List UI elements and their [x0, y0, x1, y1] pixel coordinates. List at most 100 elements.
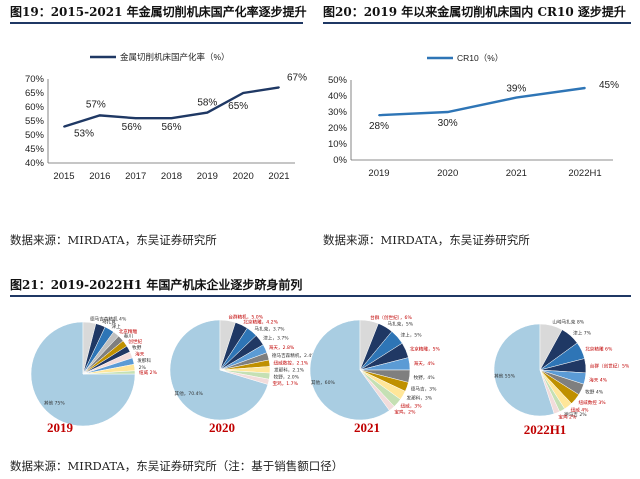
- pie-slice-label: 津上，3.7%: [263, 335, 289, 342]
- data-label: 53%: [74, 129, 94, 140]
- pie-2020: 其他，70.4% 台群精机，5.0%北京精雕，4.2%马扎克，3.7% 津上，3.7…: [169, 314, 316, 435]
- pie-slice-label: 牧野，4%: [414, 374, 436, 381]
- pie-year-label: 2021: [354, 420, 380, 435]
- pie-year-label: 2022H1: [524, 422, 567, 437]
- pie-slice: [493, 323, 555, 417]
- pie-slice-label: 台群（创世纪），6%: [370, 314, 412, 321]
- data-point: [278, 86, 280, 89]
- pie-slice-label: 海天，4%: [414, 360, 436, 367]
- y-tick-label: 0%: [333, 155, 347, 166]
- pie-slice: [219, 369, 270, 385]
- y-tick-label: 50%: [25, 130, 45, 141]
- pie-slice: [309, 319, 390, 421]
- legend-label: CR10（%）: [457, 53, 503, 63]
- pie-slice: [82, 370, 136, 375]
- pie-slice-label: 其他 75%: [44, 400, 65, 407]
- pie-slice-label: 宝鸡，2%: [394, 409, 416, 416]
- legend-label: 金属切削机床国产化率（%）: [120, 52, 230, 62]
- pie-slice-label: 海天 4%: [589, 376, 608, 383]
- data-point: [206, 111, 209, 114]
- data-point: [134, 117, 137, 120]
- pie-slice-label: 北京精雕，5%: [410, 346, 441, 353]
- x-tick-label: 2019: [197, 171, 218, 182]
- pie-slice-label: 德马吉森精机 4%: [90, 315, 127, 322]
- pie-slice-label: 北京精雕 6%: [585, 346, 613, 353]
- x-tick-label: 2018: [161, 171, 182, 182]
- fig20-source: 数据来源：MIRDATA，东吴证券研究所: [323, 233, 530, 247]
- fig21-source: 数据来源：MIRDATA，东吴证券研究所（注：基于销售额口径）: [10, 459, 344, 473]
- pie-slice-label: 牧野，2.0%: [274, 374, 300, 381]
- y-tick-label: 50%: [328, 75, 348, 86]
- x-tick-label: 2017: [125, 171, 146, 182]
- y-tick-label: 30%: [328, 107, 348, 118]
- y-tick-label: 40%: [25, 158, 45, 169]
- x-tick-label: 2016: [89, 171, 110, 182]
- fig19-line-chart: 40% 45% 50% 55% 60% 65% 70% 2015 2016 2017 2018 201…: [25, 52, 307, 182]
- pie-slice-label: 北京精雕: [119, 328, 138, 335]
- pie-slice-label: 津上，5%: [401, 331, 423, 338]
- pie-slice-label: 津上: [112, 323, 122, 330]
- pie-slice-label: 其他 55%: [494, 373, 515, 380]
- pie-slice-label: 海天: [135, 350, 145, 357]
- y-tick-label: 70%: [25, 74, 45, 85]
- data-label: 57%: [86, 99, 106, 110]
- data-point: [63, 125, 65, 128]
- data-point: [170, 117, 173, 120]
- pie-slice-label: 纽威数控，2.1%: [274, 360, 309, 367]
- data-point: [378, 114, 380, 117]
- x-tick-label: 2021: [268, 171, 289, 182]
- pie-slice-label: 北京精雕，4.2%: [243, 318, 278, 325]
- pie-2019: 其他 75% 德马吉森精机 4%马扎克津上北京精雕秦川创世纪牧野海天发那科2%纽威…: [30, 315, 158, 435]
- pie-slice-label: 纽威数控 3%: [579, 399, 607, 406]
- y-tick-label: 10%: [328, 139, 348, 150]
- pie-slice-label: 津上 7%: [573, 330, 592, 337]
- y-tick-label: 65%: [25, 88, 45, 99]
- pie-slice: [539, 369, 560, 415]
- pie-year-label: 2020: [209, 420, 235, 435]
- data-point: [446, 111, 449, 113]
- pie-slice-label: 牧野: [132, 344, 142, 351]
- y-tick-label: 60%: [25, 102, 45, 113]
- pie-slice-label: 海天，2.8%: [269, 344, 295, 351]
- pie-slice-label: 马扎克，5%: [388, 321, 414, 328]
- data-label: 45%: [599, 80, 619, 91]
- fig21-rule: [10, 295, 631, 297]
- x-tick-label: 2020: [437, 168, 458, 179]
- data-label: 30%: [438, 118, 458, 129]
- data-point: [242, 92, 245, 94]
- pie-slice-label: 发那科，2.1%: [274, 367, 305, 374]
- data-label: 39%: [506, 84, 526, 95]
- data-label: 58%: [197, 98, 217, 109]
- pie-slice-label: 2%: [139, 365, 147, 371]
- pie-slice-label: 德马吉森精机，2.4%: [272, 352, 316, 359]
- data-point: [98, 114, 101, 117]
- x-tick-label: 2022H1: [568, 168, 601, 179]
- pie-2022H1: 其他 55% 山崎马扎克 8% 津上 7% 北京精雕 6% 台群（创世纪）5% 海天 4%…: [493, 319, 630, 437]
- pie-slice-label: 纽威 4%: [571, 407, 590, 414]
- data-label: 67%: [287, 72, 307, 83]
- pie-slice-label: 其他，70.4%: [175, 390, 204, 397]
- data-point: [584, 87, 586, 89]
- pie-slice-label: 发那科，3%: [407, 395, 433, 402]
- y-tick-label: 55%: [25, 116, 45, 127]
- x-tick-label: 2015: [53, 171, 74, 182]
- x-tick-label: 2019: [368, 168, 389, 179]
- pie-year-label: 2019: [47, 420, 74, 435]
- pie-slice-label: 马扎克: [102, 318, 116, 325]
- pie-slice: [169, 319, 269, 421]
- fig19-title: 图19：2015-2021 年金属切削机床国产化率逐步提升: [10, 5, 307, 19]
- pie-slice-label: 宝鸡 2%: [558, 414, 577, 421]
- pie-slice-label: 德马吉 2%: [564, 411, 587, 418]
- fig21-title: 图21：2019-2022H1 年国产机床企业逐步跻身前列: [10, 278, 303, 292]
- data-label: 28%: [369, 121, 389, 132]
- data-label: 65%: [228, 101, 248, 112]
- pie-slice-label: 秦川: [124, 333, 134, 340]
- pie-slice: [359, 369, 395, 411]
- pie-slice-label: 纽威，3%: [401, 403, 423, 410]
- pie-slice-label: 宝鸡，1.7%: [273, 380, 299, 387]
- data-label: 56%: [122, 122, 142, 133]
- pie-slice-label: 马扎克，3.7%: [255, 326, 286, 333]
- pie-slice-label: 台群精机，5.0%: [228, 314, 263, 321]
- data-label: 56%: [161, 122, 181, 133]
- x-tick-label: 2020: [233, 171, 254, 182]
